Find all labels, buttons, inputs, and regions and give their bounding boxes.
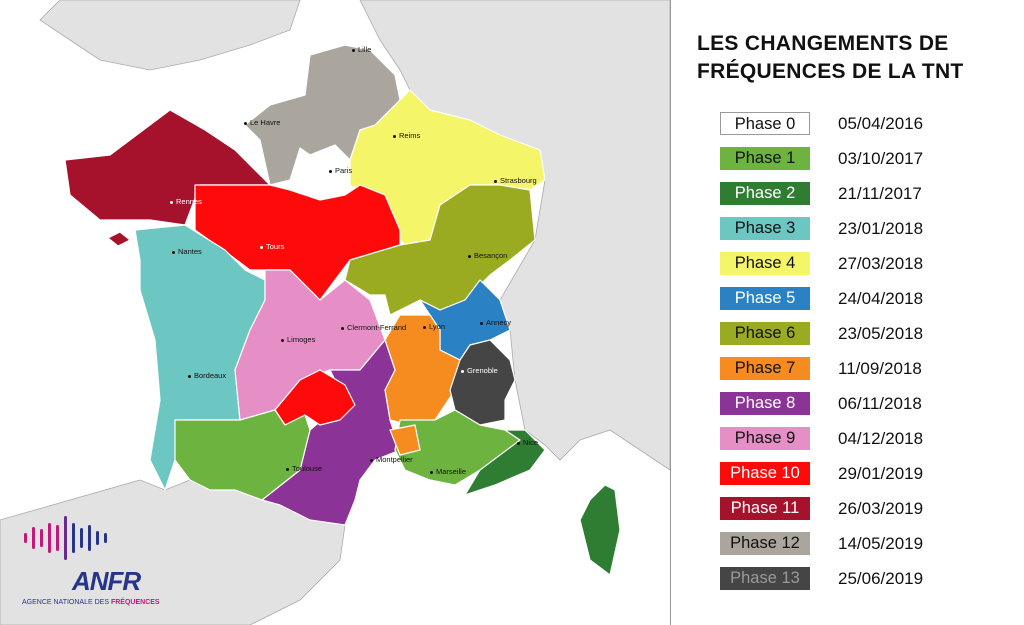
logo-bar xyxy=(80,528,83,548)
logo-tagline: AGENCE NATIONALE DES FRÉQUENCES xyxy=(22,599,160,606)
city-lyon: Lyon xyxy=(423,322,445,331)
city-paris: Paris xyxy=(329,166,352,175)
tagline-accent: FRÉQUENCES xyxy=(110,599,160,606)
city-rennes: Rennes xyxy=(170,197,202,206)
anfr-logo: ANFR AGENCE NATIONALE DES FRÉQUENCES xyxy=(18,508,178,618)
logo-bar xyxy=(40,529,43,547)
phase-badge: Phase 13 xyxy=(720,567,810,590)
phase-date: 23/01/2018 xyxy=(838,219,924,238)
legend-row: Phase 9 04/12/2018 xyxy=(720,427,980,451)
region-phase-2 xyxy=(579,484,621,576)
legend-title: LES CHANGEMENTS DE FRÉQUENCES DE LA TNT xyxy=(697,30,964,86)
phase-badge: Phase 11 xyxy=(720,497,810,520)
phase-date: 14/05/2019 xyxy=(838,534,924,553)
phase-date: 21/11/2017 xyxy=(838,184,922,203)
phase-badge: Phase 9 xyxy=(720,427,810,450)
neighbor-countries xyxy=(0,0,670,625)
legend-row: Phase 5 24/04/2018 xyxy=(720,287,980,311)
tagline-main: AGENCE NATIONALE DES xyxy=(22,599,111,606)
legend-row: Phase 0 05/04/2016 xyxy=(720,112,980,136)
legend-row: Phase 10 29/01/2019 xyxy=(720,462,980,486)
city-montpellier: Montpellier xyxy=(370,455,413,464)
phase-badge: Phase 12 xyxy=(720,532,810,555)
phase-date: 05/04/2016 xyxy=(838,114,924,133)
title-line-2: FRÉQUENCES DE LA TNT xyxy=(697,60,964,83)
phase-badge: Phase 8 xyxy=(720,392,810,415)
logo-bar xyxy=(104,533,107,543)
city-lille: Lille xyxy=(352,45,371,54)
city-annecy: Annecy xyxy=(480,318,511,327)
phase-badge: Phase 6 xyxy=(720,322,810,345)
logo-bar xyxy=(88,525,91,551)
phase-badge: Phase 10 xyxy=(720,462,810,485)
legend-row: Phase 12 14/05/2019 xyxy=(720,532,980,556)
city-strasbourg: Strasbourg xyxy=(494,176,537,185)
phase-date: 11/09/2018 xyxy=(838,359,922,378)
city-le-havre: Le Havre xyxy=(244,118,280,127)
legend-row: Phase 3 23/01/2018 xyxy=(720,217,980,241)
phase-badge: Phase 2 xyxy=(720,182,810,205)
phase-regions xyxy=(64,44,621,576)
logo-bar xyxy=(24,533,27,543)
logo-bar xyxy=(32,527,35,549)
phase-badge: Phase 1 xyxy=(720,147,810,170)
logo-wordmark: ANFR xyxy=(72,566,141,596)
legend-row: Phase 7 11/09/2018 xyxy=(720,357,980,381)
phase-date: 25/06/2019 xyxy=(838,569,924,588)
city-nantes: Nantes xyxy=(172,247,202,256)
city-besancon: Besançon xyxy=(468,251,507,260)
uk-land xyxy=(39,0,301,71)
phase-date: 04/12/2018 xyxy=(838,429,924,448)
legend-row: Phase 8 06/11/2018 xyxy=(720,392,980,416)
legend-panel: LES CHANGEMENTS DE FRÉQUENCES DE LA TNT … xyxy=(671,0,1024,625)
logo-bar xyxy=(72,523,75,553)
legend-row: Phase 13 25/06/2019 xyxy=(720,567,980,591)
phase-date: 06/11/2018 xyxy=(838,394,922,413)
city-limoges: Limoges xyxy=(281,335,315,344)
map-svg xyxy=(0,0,670,625)
logo-bar xyxy=(96,531,99,545)
phase-date: 23/05/2018 xyxy=(838,324,924,343)
city-reims: Reims xyxy=(393,131,420,140)
france-map: Lille Le Havre Paris Reims Strasbourg Re… xyxy=(0,0,671,625)
phase-badge: Phase 0 xyxy=(720,112,810,135)
city-clermont-ferrand: Clermont-Ferrand xyxy=(341,323,406,332)
phase-badge: Phase 5 xyxy=(720,287,810,310)
legend-row: Phase 2 21/11/2017 xyxy=(720,182,980,206)
region-phase-10 xyxy=(194,184,401,301)
title-line-1: LES CHANGEMENTS DE xyxy=(697,32,949,55)
region-phase-11 xyxy=(107,231,131,247)
legend-row: Phase 1 03/10/2017 xyxy=(720,147,980,171)
wave-bars-icon xyxy=(24,516,107,560)
phase-date: 27/03/2018 xyxy=(838,254,924,273)
region-phase-6 xyxy=(344,184,536,316)
city-marseille: Marseille xyxy=(430,467,466,476)
logo-bar xyxy=(48,523,51,553)
region-phase-7 xyxy=(389,424,421,456)
legend-row: Phase 11 26/03/2019 xyxy=(720,497,980,521)
city-grenoble: Grenoble xyxy=(461,366,498,375)
phase-badge: Phase 7 xyxy=(720,357,810,380)
phase-date: 29/01/2019 xyxy=(838,464,924,483)
phase-badge: Phase 4 xyxy=(720,252,810,275)
city-nice: Nice xyxy=(517,438,538,447)
phase-date: 24/04/2018 xyxy=(838,289,924,308)
city-tours: Tours xyxy=(260,242,284,251)
logo-bar xyxy=(64,516,67,560)
phase-date: 03/10/2017 xyxy=(838,149,924,168)
legend-row: Phase 4 27/03/2018 xyxy=(720,252,980,276)
city-bordeaux: Bordeaux xyxy=(188,371,226,380)
legend-row: Phase 6 23/05/2018 xyxy=(720,322,980,346)
region-phase-13 xyxy=(449,339,516,426)
phase-badge: Phase 3 xyxy=(720,217,810,240)
city-toulouse: Toulouse xyxy=(286,464,322,473)
logo-bar xyxy=(56,525,59,551)
phase-date: 26/03/2019 xyxy=(838,499,924,518)
